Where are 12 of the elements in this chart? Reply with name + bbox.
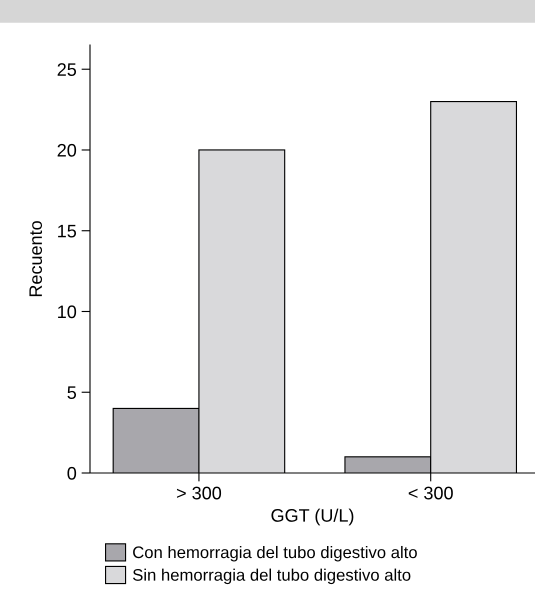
legend-label: Sin hemorragia del tubo digestivo alto [132,568,410,584]
y-tick-label: 25 [58,63,76,76]
legend-label: Con hemorragia del tubo digestivo alto [133,546,417,562]
x-tick-label: > 300 [176,486,222,500]
y-axis-title: Recuento [29,221,42,296]
y-tick-label: 0 [67,466,76,480]
y-tick-label: 5 [67,386,76,399]
y-tick-label: 15 [58,224,76,238]
x-axis-title: GGT (U/L) [271,508,354,526]
y-tick-label: 20 [58,144,76,157]
y-tick-label: 10 [58,305,76,318]
x-tick-label: < 300 [408,486,453,500]
